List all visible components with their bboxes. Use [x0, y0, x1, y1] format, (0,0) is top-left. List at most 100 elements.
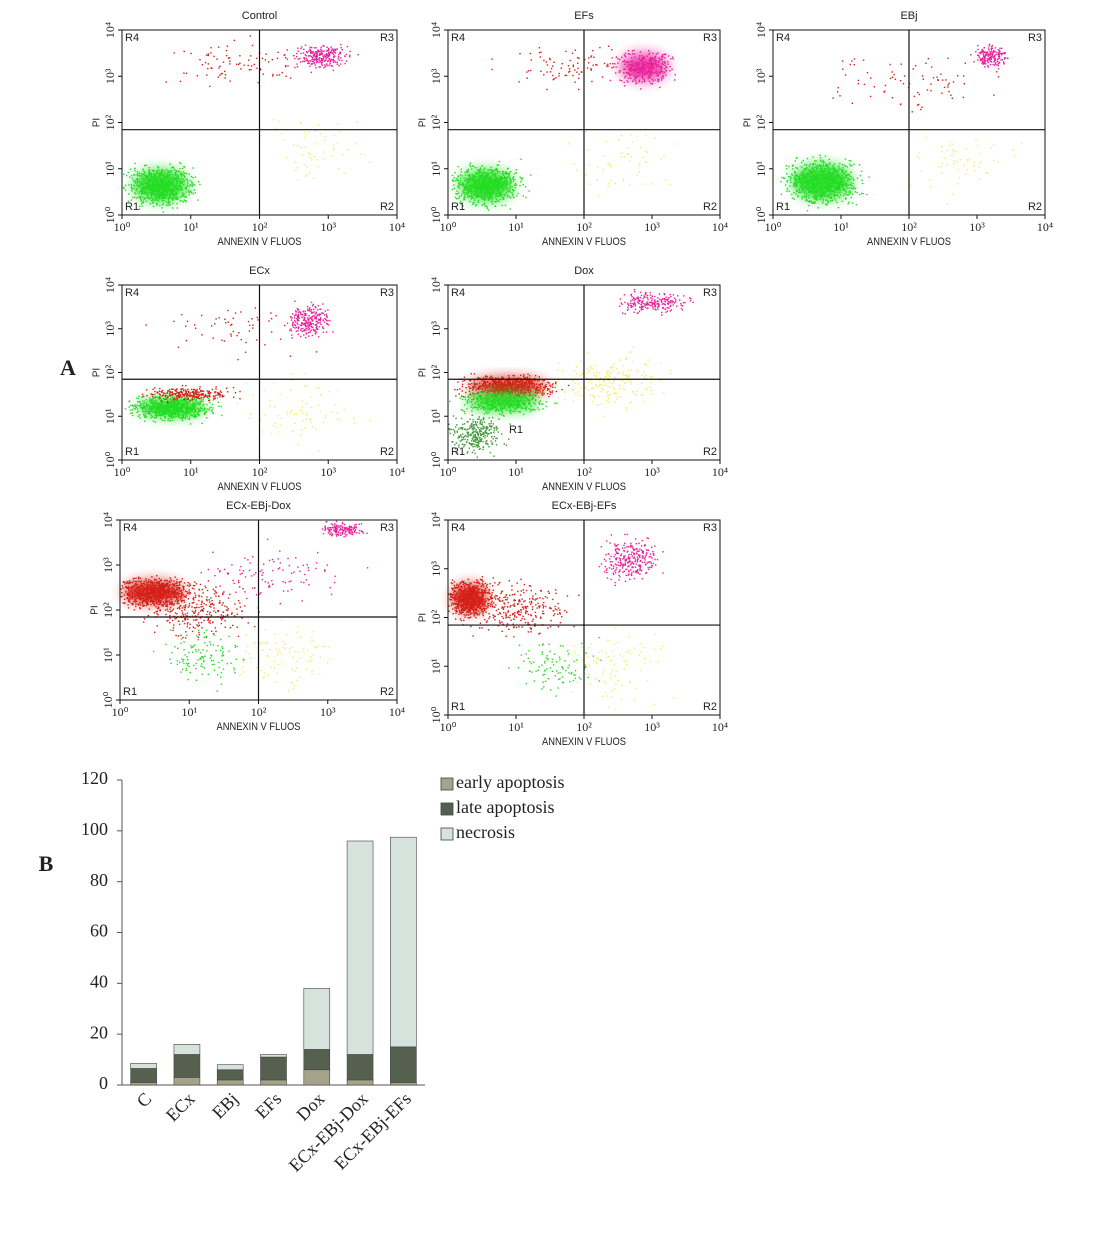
cell-dot — [495, 196, 496, 197]
cell-dot — [667, 61, 668, 62]
cell-dot — [834, 186, 835, 187]
cell-dot — [645, 135, 646, 136]
cell-dot — [504, 181, 505, 182]
cell-dot — [478, 194, 479, 195]
cell-dot — [996, 52, 997, 53]
cell-dot — [137, 185, 138, 186]
cell-dot — [298, 58, 299, 59]
cell-dot — [175, 413, 176, 414]
cell-dot — [827, 164, 828, 165]
cell-dot — [608, 186, 609, 187]
cell-dot — [799, 174, 800, 175]
cell-dot — [153, 177, 154, 178]
cell-dot — [840, 186, 841, 187]
cell-dot — [190, 415, 191, 416]
cell-dot — [915, 65, 916, 66]
cell-dot — [822, 160, 823, 161]
cell-dot — [965, 148, 966, 149]
cell-dot — [617, 58, 618, 59]
cell-dot — [504, 194, 505, 195]
cell-dot — [652, 80, 653, 81]
cell-dot — [661, 77, 662, 78]
cell-dot — [628, 153, 629, 154]
cell-dot — [483, 193, 484, 194]
cell-dot — [829, 173, 830, 174]
cell-dot — [614, 63, 615, 64]
cell-dot — [510, 180, 511, 181]
cell-dot — [645, 151, 646, 152]
cell-dot — [153, 184, 154, 185]
cell-dot — [798, 192, 799, 193]
cell-dot — [655, 61, 656, 62]
cell-dot — [183, 193, 184, 194]
cell-dot — [203, 398, 204, 399]
cell-dot — [826, 180, 827, 181]
cell-dot — [151, 192, 152, 193]
cell-dot — [492, 172, 493, 173]
cell-dot — [170, 416, 171, 417]
cell-dot — [825, 179, 826, 180]
cell-dot — [804, 179, 805, 180]
cell-dot — [144, 188, 145, 189]
cell-dot — [478, 173, 479, 174]
cell-dot — [141, 203, 142, 204]
cell-dot — [820, 171, 821, 172]
cell-dot — [160, 418, 161, 419]
cell-dot — [849, 187, 850, 188]
cell-dot — [806, 176, 807, 177]
cell-dot — [178, 404, 179, 405]
cell-dot — [493, 180, 494, 181]
cell-dot — [628, 64, 629, 65]
cell-dot — [309, 63, 310, 64]
cell-dot — [325, 66, 326, 67]
cell-dot — [183, 405, 184, 406]
cell-dot — [838, 166, 839, 167]
cell-dot — [454, 177, 455, 178]
cell-dot — [530, 70, 531, 71]
cell-dot — [837, 175, 838, 176]
cell-dot — [144, 403, 145, 404]
cell-dot — [168, 404, 169, 405]
cell-dot — [238, 64, 239, 65]
cell-dot — [469, 180, 470, 181]
cell-dot — [822, 182, 823, 183]
cell-dot — [654, 56, 655, 57]
cell-dot — [843, 173, 844, 174]
cell-dot — [187, 179, 188, 180]
cell-dot — [150, 189, 151, 190]
cell-dot — [148, 167, 149, 168]
y-tick-label: 10² — [103, 114, 117, 130]
cell-dot — [137, 171, 138, 172]
cell-dot — [844, 183, 845, 184]
cell-dot — [461, 194, 462, 195]
cell-dot — [149, 170, 150, 171]
cell-dot — [520, 181, 521, 182]
cell-dot — [988, 47, 989, 48]
cell-dot — [816, 191, 817, 192]
cell-dot — [183, 184, 184, 185]
cell-dot — [828, 169, 829, 170]
cell-dot — [569, 68, 570, 69]
cell-dot — [793, 198, 794, 199]
cell-dot — [155, 200, 156, 201]
cell-dot — [174, 169, 175, 170]
cell-dot — [653, 63, 654, 64]
cell-dot — [324, 64, 325, 65]
cell-dot — [977, 59, 978, 60]
cell-dot — [864, 84, 865, 85]
cell-dot — [321, 59, 322, 60]
cell-dot — [475, 181, 476, 182]
cell-dot — [475, 167, 476, 168]
cell-dot — [166, 173, 167, 174]
x-axis-label: ANNEXIN V FLUOS — [217, 236, 301, 248]
cell-dot — [654, 79, 655, 80]
cell-dot — [136, 179, 137, 180]
cell-dot — [647, 66, 648, 67]
cell-dot — [665, 74, 666, 75]
cell-dot — [844, 165, 845, 166]
cell-dot — [167, 407, 168, 408]
cell-dot — [333, 51, 334, 52]
cell-dot — [486, 179, 487, 180]
cell-dot — [182, 200, 183, 201]
cell-dot — [493, 192, 494, 193]
